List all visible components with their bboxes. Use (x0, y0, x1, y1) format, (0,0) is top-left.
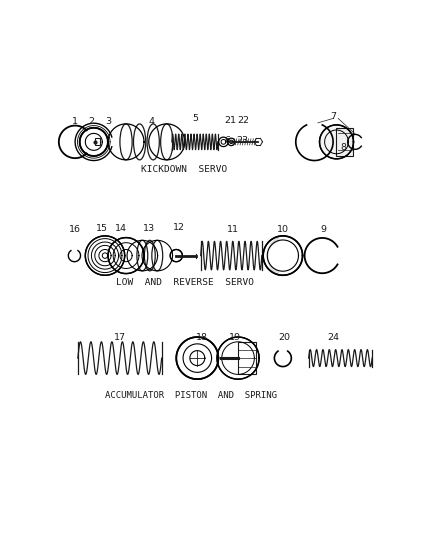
Text: 17: 17 (114, 333, 126, 342)
Text: 7: 7 (330, 112, 336, 121)
Text: 18: 18 (196, 333, 208, 342)
Polygon shape (85, 236, 125, 275)
Text: ACCUMULATOR  PISTON  AND  SPRING: ACCUMULATOR PISTON AND SPRING (105, 391, 276, 400)
Text: 13: 13 (143, 224, 155, 233)
Text: 12: 12 (173, 223, 185, 232)
Text: 15: 15 (95, 224, 108, 233)
Text: 3: 3 (105, 117, 111, 126)
Text: 23: 23 (236, 136, 248, 146)
Text: 4: 4 (148, 117, 155, 126)
Polygon shape (176, 337, 219, 379)
Text: 2: 2 (88, 117, 95, 126)
Text: 21: 21 (225, 116, 237, 125)
Polygon shape (320, 125, 353, 159)
Text: 8: 8 (340, 143, 346, 152)
Bar (95, 139, 100, 146)
Text: 19: 19 (229, 333, 240, 342)
Bar (238, 342, 256, 374)
Polygon shape (217, 337, 259, 379)
Text: 20: 20 (278, 333, 290, 342)
Text: 1: 1 (71, 117, 78, 126)
Text: KICKDOWN  SERVO: KICKDOWN SERVO (141, 165, 227, 174)
Text: 11: 11 (227, 224, 239, 233)
Text: 10: 10 (277, 224, 289, 233)
Text: 6: 6 (225, 136, 231, 146)
Polygon shape (263, 236, 303, 275)
Text: LOW  AND  REVERSE  SERVO: LOW AND REVERSE SERVO (117, 278, 254, 287)
Text: 5: 5 (193, 114, 198, 123)
Text: 16: 16 (69, 224, 81, 233)
Text: 22: 22 (237, 116, 249, 125)
Polygon shape (108, 238, 144, 273)
Bar (336, 127, 353, 156)
Text: 9: 9 (320, 224, 326, 233)
Polygon shape (80, 127, 108, 156)
Text: 14: 14 (115, 224, 127, 233)
Text: 24: 24 (327, 333, 339, 342)
Polygon shape (170, 249, 182, 262)
